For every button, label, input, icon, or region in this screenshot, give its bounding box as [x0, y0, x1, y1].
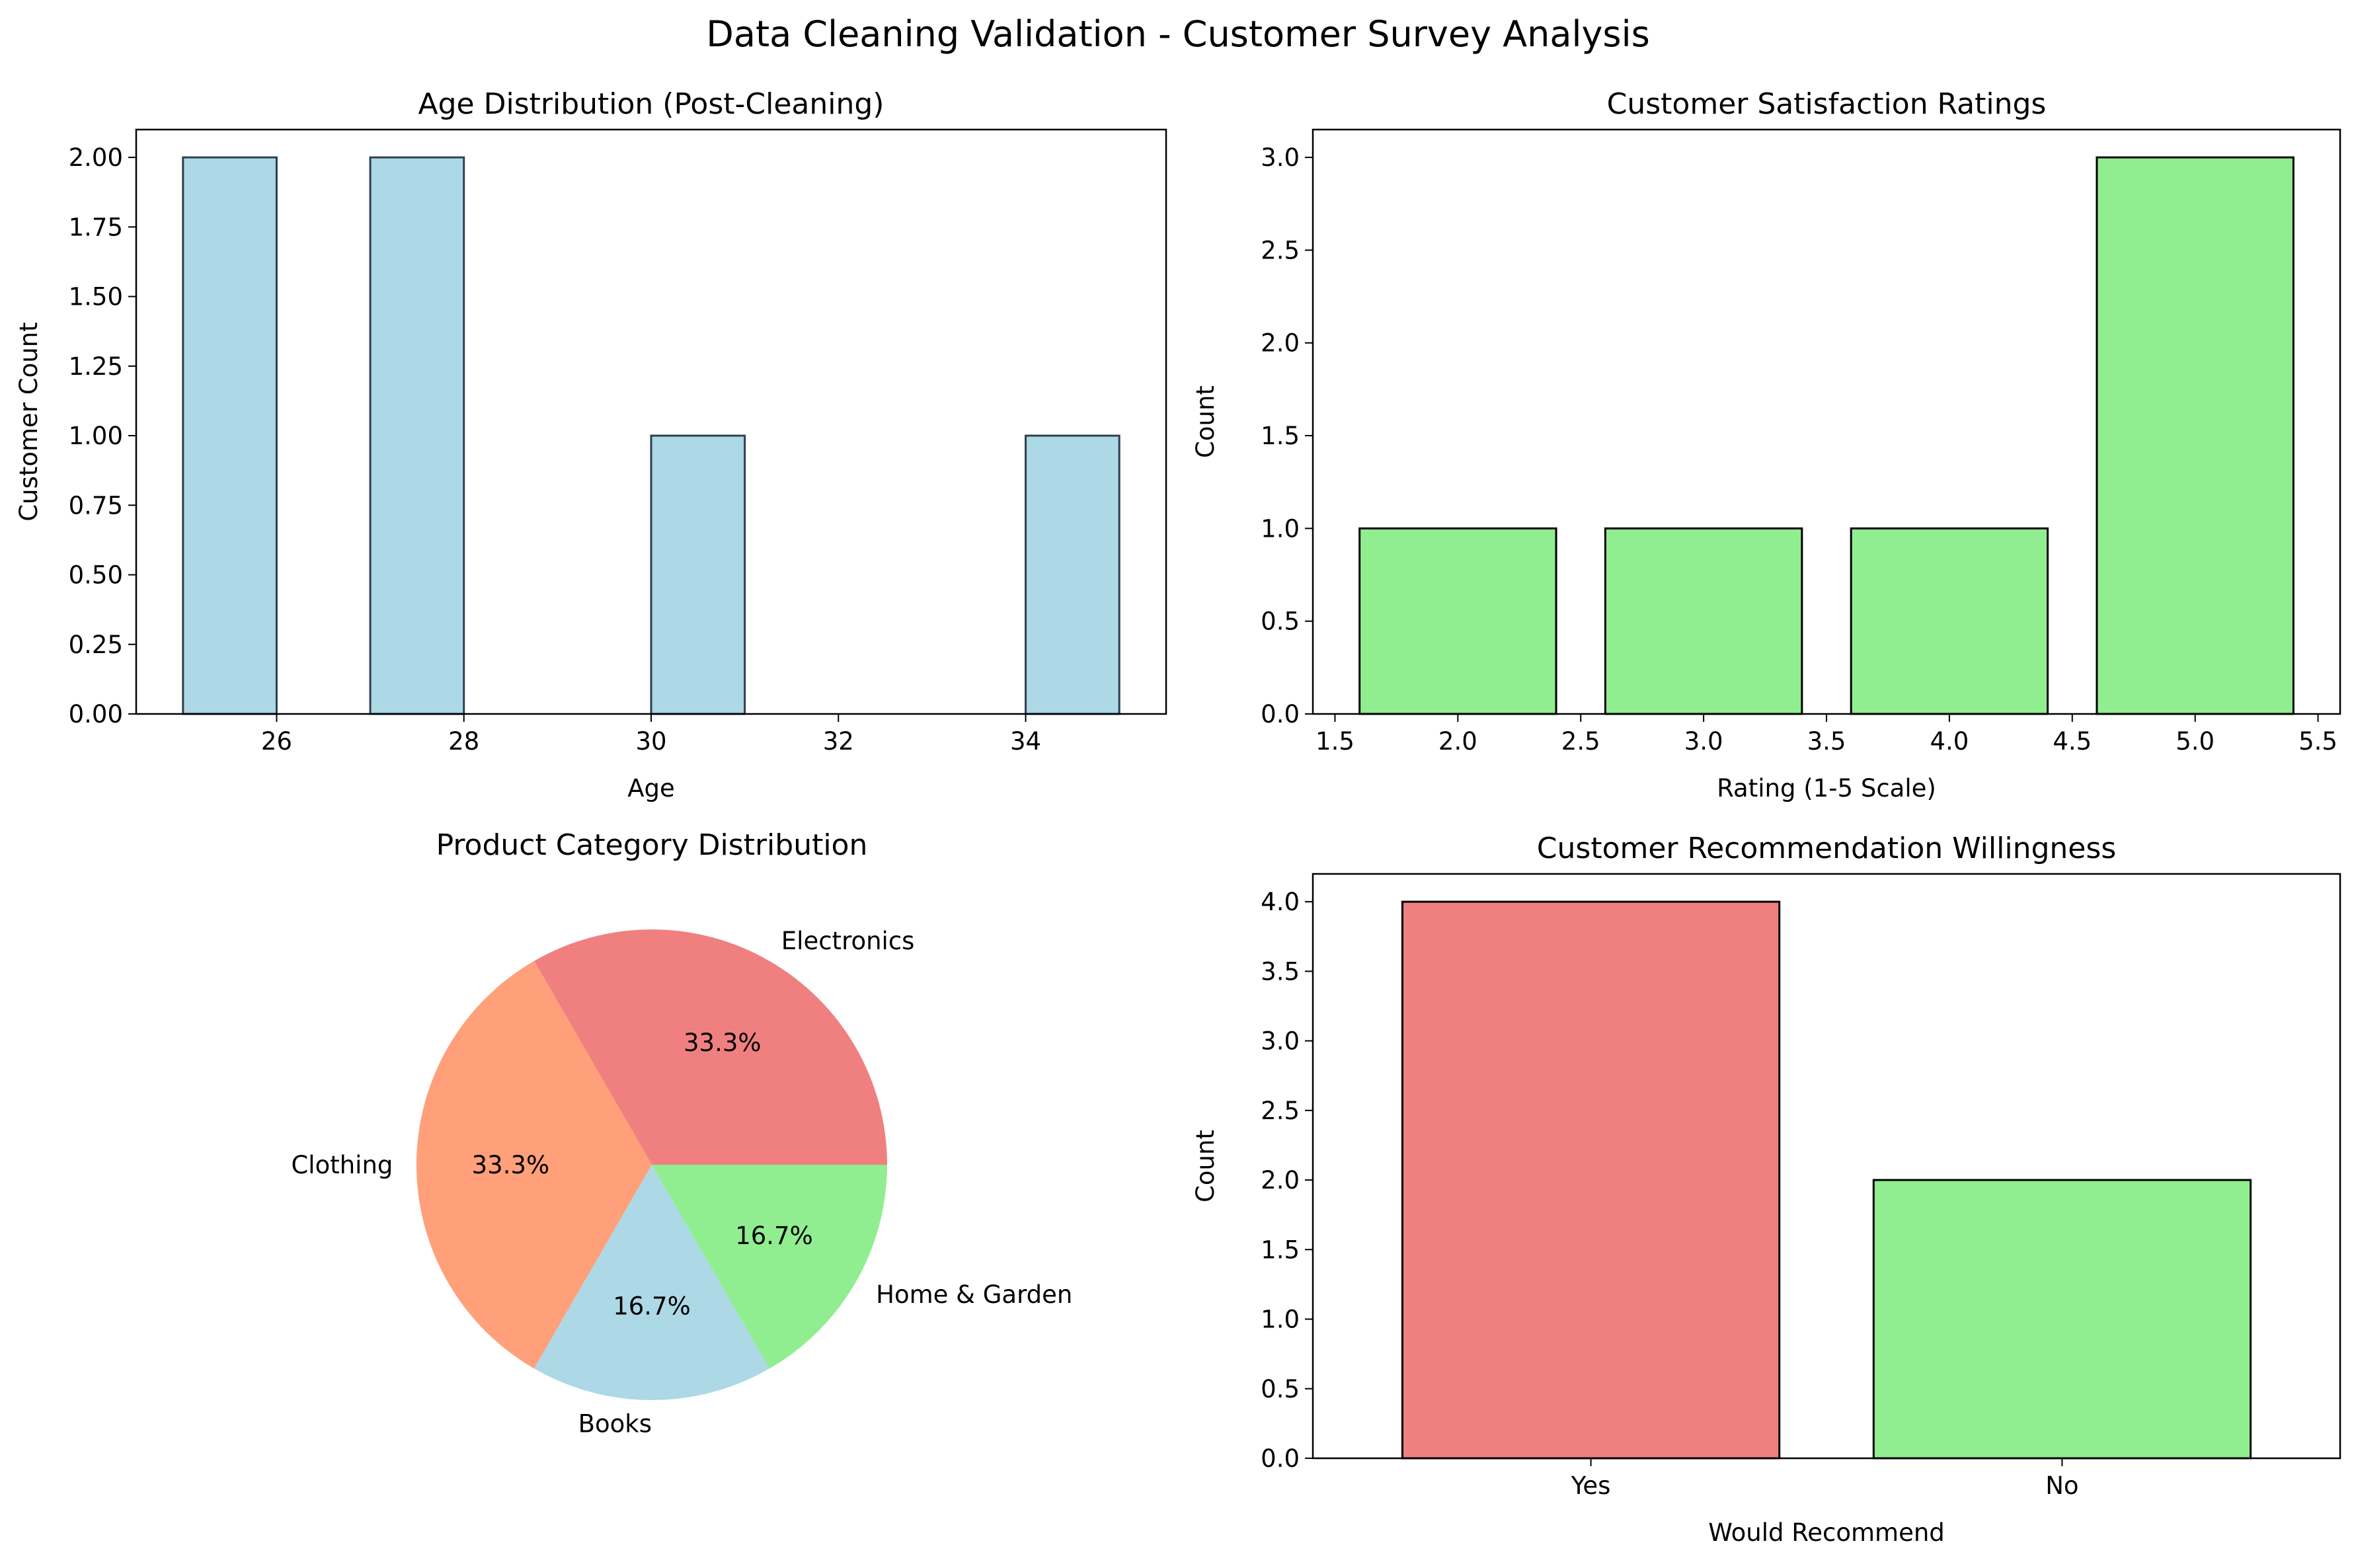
y-tick-label: 1.75: [69, 213, 123, 241]
x-tick-label: No: [2045, 1471, 2078, 1500]
age-histogram-panel: Age Distribution (Post-Cleaning) Age Custo…: [15, 87, 1167, 803]
panel-title: Customer Satisfaction Ratings: [1607, 87, 2047, 121]
histogram-bar: [369, 156, 465, 715]
axes-frame: [1312, 873, 2341, 1460]
pie-percent-label: 16.7%: [613, 1292, 691, 1321]
panel-title: Age Distribution (Post-Cleaning): [418, 87, 884, 121]
histogram-bar: [182, 156, 278, 715]
y-tick-label: 0.00: [69, 700, 123, 728]
y-tick-label: 1.0: [1261, 1306, 1300, 1334]
y-tick-label: 0.0: [1261, 1444, 1300, 1473]
x-tick-label: 4.5: [2053, 727, 2092, 756]
recommendation-bar-panel: Customer Recommendation Willingness Would…: [1191, 832, 2341, 1547]
y-tick-label: 1.00: [69, 422, 123, 450]
y-tick-label: 3.0: [1261, 1027, 1300, 1056]
rating-bar: [1604, 527, 1803, 715]
y-tick-label: 1.50: [69, 283, 123, 311]
y-axis-label: Count: [1191, 385, 1220, 458]
x-tick-label: 26: [261, 727, 292, 756]
x-axis-label: Age: [627, 774, 675, 803]
satisfaction-bar-panel: Customer Satisfaction Ratings Rating (1-5…: [1191, 87, 2341, 803]
recommend-bar: [1401, 900, 1781, 1460]
pie-percent-label: 16.7%: [735, 1222, 813, 1250]
panel-title: Customer Recommendation Willingness: [1537, 832, 2116, 865]
y-tick-label: 3.0: [1261, 143, 1300, 172]
y-tick-label: 0.0: [1261, 700, 1300, 728]
y-tick-label: 1.0: [1261, 514, 1300, 543]
x-axis-label: Would Recommend: [1708, 1518, 1945, 1547]
y-tick-label: 2.00: [69, 143, 123, 172]
pie-category-label: Home & Garden: [876, 1280, 1072, 1309]
rating-bar: [2096, 156, 2295, 715]
y-tick-label: 0.50: [69, 561, 123, 590]
x-tick-label: Yes: [1571, 1471, 1611, 1500]
y-tick-label: 3.5: [1261, 957, 1300, 986]
x-tick-label: 3.5: [1807, 727, 1846, 756]
y-tick-label: 2.5: [1261, 1097, 1300, 1125]
y-tick-label: 1.5: [1261, 422, 1300, 450]
y-tick-label: 1.25: [69, 352, 123, 381]
pie-category-label: Books: [578, 1410, 652, 1438]
pie-percent-label: 33.3%: [684, 1029, 762, 1057]
x-tick-label: 3.0: [1684, 727, 1723, 756]
rating-bar: [1358, 527, 1557, 715]
x-tick-label: 2.0: [1438, 727, 1477, 756]
x-tick-label: 28: [448, 727, 479, 756]
y-tick-label: 0.25: [69, 631, 123, 659]
y-tick-label: 0.5: [1261, 1375, 1300, 1403]
pie-category-label: Clothing: [291, 1151, 393, 1179]
histogram-bar: [1025, 434, 1120, 715]
histogram-bar: [650, 434, 746, 715]
pie-slice: [652, 1165, 887, 1369]
y-tick-label: 0.75: [69, 491, 123, 520]
y-tick-label: 2.5: [1261, 236, 1300, 264]
x-tick-label: 1.5: [1315, 727, 1355, 756]
rating-bar: [1850, 527, 2049, 715]
category-pie-panel: Product Category Distribution 33.3% Electr…: [291, 828, 1072, 1438]
pie-percent-label: 33.3%: [472, 1151, 550, 1179]
panel-title: Product Category Distribution: [436, 828, 868, 862]
y-tick-label: 4.0: [1261, 888, 1300, 916]
y-tick-label: 2.0: [1261, 329, 1300, 358]
x-tick-label: 5.5: [2298, 727, 2337, 756]
pie-slice: [534, 929, 887, 1165]
x-tick-label: 2.5: [1561, 727, 1600, 756]
y-tick-label: 2.0: [1261, 1166, 1300, 1195]
y-axis-label: Customer Count: [15, 322, 43, 521]
pie-slice: [534, 1165, 769, 1400]
pie-category-label: Electronics: [781, 927, 915, 955]
figure-title: Data Cleaning Validation - Customer Surv…: [706, 13, 1649, 55]
y-tick-label: 1.5: [1261, 1235, 1300, 1264]
y-tick-label: 0.5: [1261, 608, 1300, 636]
x-tick-label: 32: [823, 727, 854, 756]
x-tick-label: 4.0: [1930, 727, 1969, 756]
x-tick-label: 34: [1010, 727, 1041, 756]
x-tick-label: 5.0: [2176, 727, 2215, 756]
x-axis-label: Rating (1-5 Scale): [1717, 774, 1936, 803]
y-axis-label: Count: [1191, 1130, 1220, 1202]
x-tick-label: 30: [635, 727, 666, 756]
recommend-bar: [1872, 1179, 2252, 1460]
